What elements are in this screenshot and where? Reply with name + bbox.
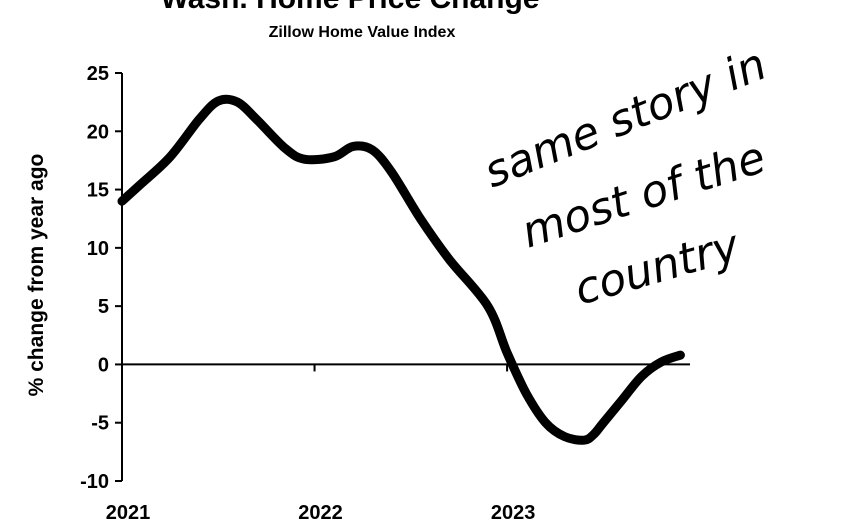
x-tick-label: 2022	[298, 502, 343, 524]
y-tick-label: -10	[80, 471, 109, 493]
x-axis: 2021 2022 2023	[106, 363, 690, 524]
series-group	[117, 94, 685, 445]
series-line	[117, 94, 685, 445]
y-tick-label: 15	[87, 180, 109, 202]
y-axis: 25 20 15 10 5 0 -5 -10	[80, 63, 123, 493]
y-axis-label: % change from year ago	[25, 154, 48, 397]
chart-subtitle: Zillow Home Value Index	[269, 24, 456, 41]
y-tick-label: 25	[87, 63, 109, 85]
x-tick-label: 2023	[491, 502, 536, 524]
y-tick-label: 10	[87, 238, 109, 260]
y-tick-label: 20	[87, 121, 109, 143]
y-tick-label: 5	[98, 296, 109, 318]
y-tick-label: 0	[98, 354, 109, 376]
chart-title: Wash. Home Price Change	[161, 0, 540, 15]
x-tick-label: 2021	[106, 502, 151, 524]
y-tick-label: -5	[91, 413, 109, 435]
handwritten-annotation: same story in most of the country	[477, 39, 773, 316]
